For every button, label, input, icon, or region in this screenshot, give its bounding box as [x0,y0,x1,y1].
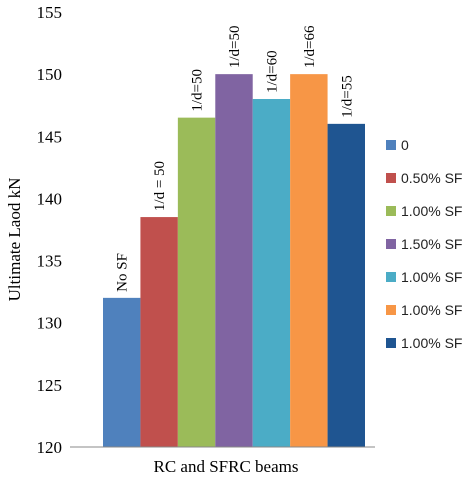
y-tick-label: 150 [37,65,63,84]
legend-label: 1.50% SF [401,236,462,252]
legend-label: 0 [401,137,409,153]
bar-annotations: No SF 1/d = 50 1/d=50 1/d=50 1/d=60 1/d=66 1/d… [115,25,356,292]
legend-label: 0.50% SF [401,170,462,186]
legend-swatch [386,338,396,348]
bar-annotation: 1/d=50 [227,26,243,69]
y-tick-label: 140 [37,189,63,208]
legend-swatch [386,140,396,150]
bar [140,217,178,447]
bars [103,74,365,448]
legend-swatch [386,272,396,282]
legend-swatch [386,305,396,315]
y-tick-label: 145 [37,127,63,146]
bar [103,297,141,447]
bar [177,117,216,448]
legend-label: 1.00% SF [401,203,462,219]
legend-swatch [386,206,396,216]
bar [290,74,328,448]
legend: 0 0.50% SF 1.00% SF 1.50% SF 1.00% SF 1.00% S… [386,137,462,351]
legend-label: 1.00% SF [401,269,462,285]
y-tick-label: 120 [37,438,63,457]
y-axis-title: Ultimate Laod kN [5,178,24,302]
y-tick-label: 130 [37,314,63,333]
bar-annotation: 1/d = 50 [152,161,168,211]
y-axis-ticks: 120 125 130 135 140 145 150 155 [37,3,63,457]
bar-annotation: No SF [115,253,131,292]
y-tick-label: 135 [37,252,63,271]
y-tick-label: 155 [37,3,63,22]
x-axis-title: RC and SFRC beams [154,457,299,476]
bar-annotation: 1/d=60 [264,50,280,93]
bar-annotation: 1/d=50 [190,69,206,112]
legend-swatch [386,239,396,249]
bar-annotation: 1/d=66 [302,25,318,68]
bar [215,74,253,448]
bar-annotation: 1/d=55 [339,75,355,118]
legend-swatch [386,173,396,183]
legend-label: 1.00% SF [401,335,462,351]
bar [252,99,291,447]
legend-label: 1.00% SF [401,302,462,318]
bar [327,123,365,447]
y-tick-label: 125 [37,376,63,395]
